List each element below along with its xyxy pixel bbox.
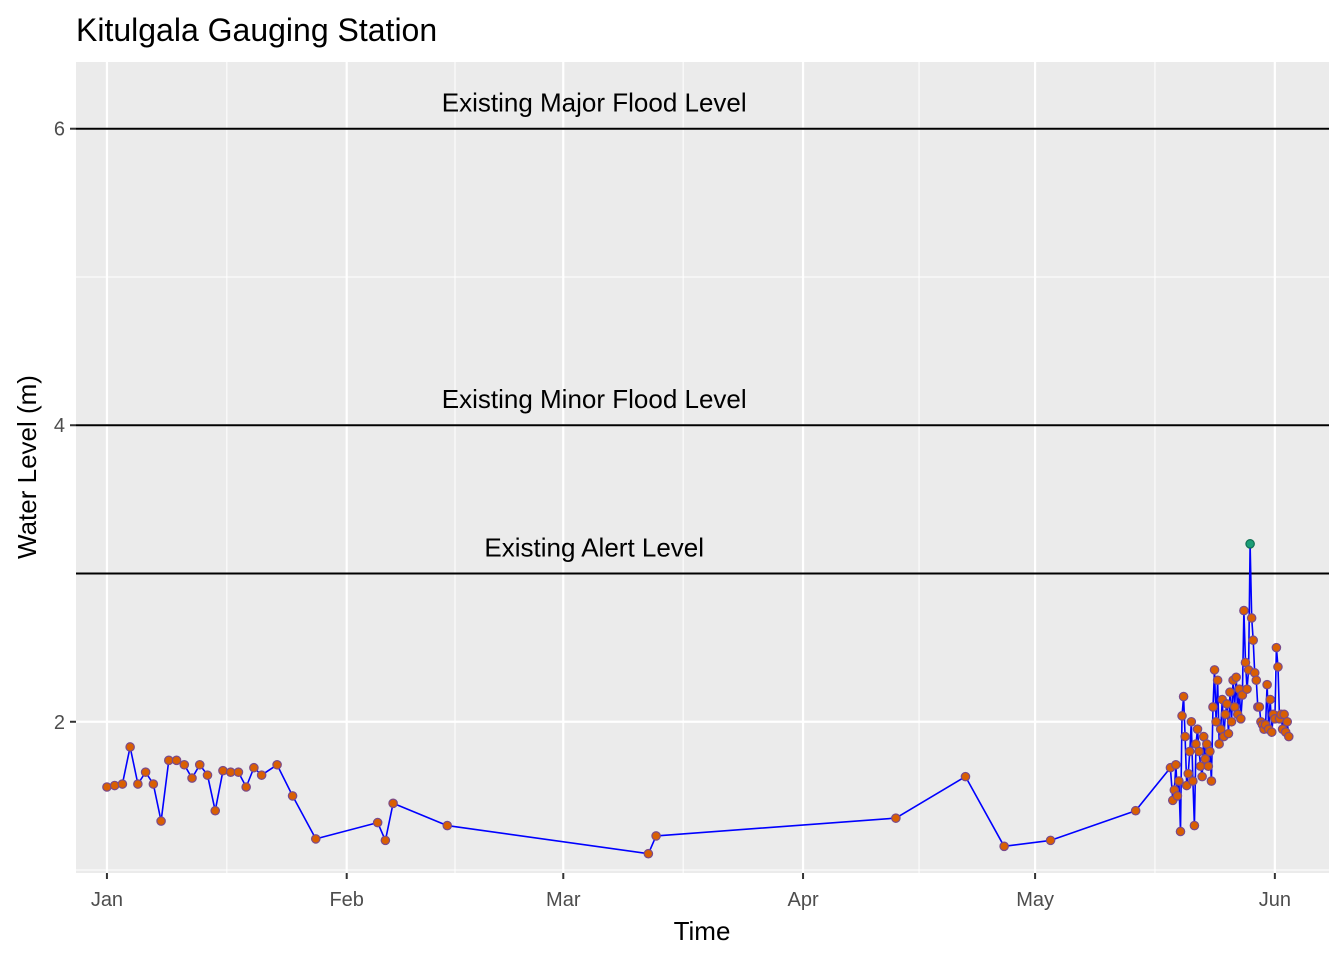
data-point — [125, 742, 135, 752]
data-point — [272, 759, 282, 770]
data-point — [1251, 675, 1262, 686]
data-point — [1209, 665, 1220, 675]
data-point — [1206, 776, 1217, 786]
data-point — [256, 770, 267, 780]
data-point — [1188, 776, 1198, 786]
x-tick-label: May — [1016, 889, 1054, 911]
data-point — [999, 841, 1009, 852]
data-point — [148, 779, 159, 789]
data-point — [249, 762, 259, 773]
data-point — [1186, 716, 1197, 727]
data-point — [1184, 746, 1195, 757]
data-point — [1175, 826, 1186, 837]
data-point — [1248, 635, 1259, 646]
data-point — [1180, 731, 1190, 742]
data-point — [1183, 768, 1194, 779]
data-point — [202, 770, 213, 780]
data-point — [210, 805, 221, 816]
data-point — [960, 771, 971, 782]
data-point — [1177, 711, 1187, 721]
data-point — [1223, 728, 1234, 739]
data-point — [109, 780, 120, 791]
chart-title: Kitulgala Gauging Station — [76, 12, 437, 48]
reference-line-label: Existing Major Flood Level — [442, 88, 747, 118]
data-point — [310, 834, 321, 844]
data-point — [1266, 727, 1277, 737]
data-point — [117, 779, 128, 789]
x-axis: Jan Feb Mar Apr May Jun — [91, 873, 1291, 911]
x-tick-label: Jun — [1259, 889, 1291, 911]
data-point — [1214, 739, 1224, 749]
data-point — [1208, 702, 1218, 712]
y-tick-label: 4 — [54, 415, 65, 437]
data-point — [1225, 687, 1235, 697]
data-point — [1254, 702, 1265, 712]
data-point — [140, 767, 151, 777]
data-point — [1211, 716, 1221, 727]
data-point — [388, 798, 398, 809]
x-tick-label: Mar — [546, 889, 581, 911]
data-point — [1271, 642, 1282, 653]
data-point — [1205, 746, 1215, 757]
data-point — [1197, 771, 1207, 782]
data-point — [102, 782, 112, 792]
data-point — [1231, 672, 1241, 683]
data-point — [1265, 694, 1276, 705]
data-point — [1239, 605, 1249, 616]
data-point — [1226, 716, 1237, 727]
data-point — [1174, 776, 1184, 786]
data-point — [171, 755, 182, 766]
data-point — [287, 791, 298, 801]
data-point — [179, 759, 190, 770]
data-point — [1262, 679, 1272, 690]
data-point — [1189, 820, 1200, 831]
plot-panel — [76, 62, 1329, 873]
data-point — [1212, 675, 1223, 686]
x-tick-label: Apr — [787, 889, 818, 911]
data-point — [1178, 691, 1189, 702]
data-point — [1194, 746, 1204, 757]
data-point — [442, 820, 453, 831]
data-point — [651, 831, 661, 841]
data-point — [156, 816, 166, 826]
x-axis-title: Time — [674, 916, 731, 946]
y-axis: 2 4 6 — [54, 119, 76, 734]
data-point — [1192, 724, 1203, 734]
reference-line-label: Existing Alert Level — [484, 533, 704, 563]
x-tick-label: Jan — [91, 889, 123, 911]
data-point — [1130, 805, 1141, 816]
data-point — [1171, 759, 1181, 770]
data-point — [1242, 684, 1252, 694]
data-point — [194, 759, 205, 770]
data-point — [241, 782, 251, 792]
data-point — [1283, 731, 1294, 742]
y-tick-label: 2 — [54, 712, 65, 734]
data-point — [1282, 716, 1293, 727]
data-point — [1045, 835, 1056, 846]
data-point — [643, 848, 654, 859]
data-point — [380, 835, 391, 846]
y-tick-label: 6 — [54, 119, 65, 141]
x-tick-label: Feb — [329, 889, 363, 911]
data-point — [133, 779, 143, 789]
reference-lines: Existing Major Flood Level Existing Minor… — [76, 88, 1329, 575]
data-point — [372, 817, 383, 828]
data-point — [1172, 791, 1183, 801]
y-axis-title: Water Level (m) — [12, 375, 42, 559]
data-point — [1203, 761, 1214, 772]
data-point — [1273, 662, 1283, 672]
reference-line-label: Existing Minor Flood Level — [442, 384, 747, 414]
data-point — [1236, 714, 1246, 724]
highlight-point — [1245, 539, 1255, 549]
data-points — [102, 539, 1294, 859]
data-point — [891, 813, 901, 823]
data-point — [187, 773, 197, 783]
data-point — [218, 765, 228, 776]
data-point — [233, 767, 244, 777]
data-point — [1246, 613, 1257, 623]
data-point — [1220, 709, 1231, 720]
